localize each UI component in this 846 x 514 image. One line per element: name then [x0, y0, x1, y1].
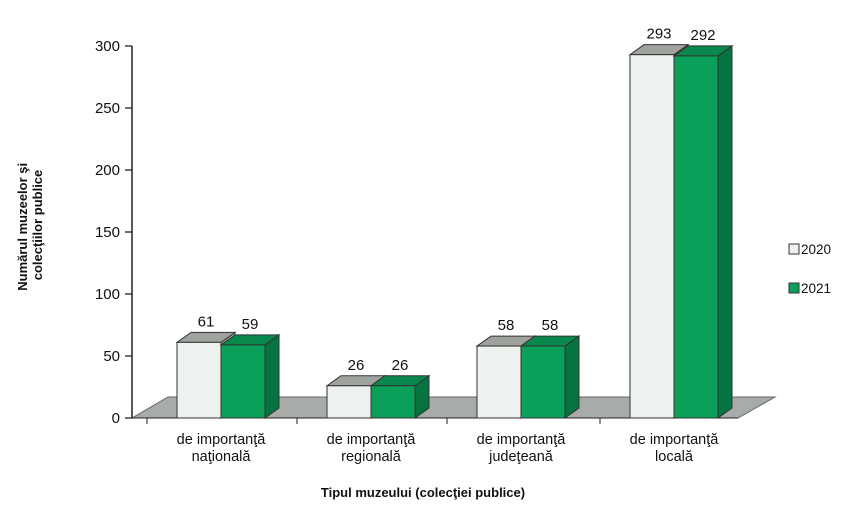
- legend-item-2020: 2020: [788, 242, 831, 257]
- y-axis-title-line-1: Numărul muzeelor şi: [15, 163, 30, 291]
- y-tick-label: 100: [95, 286, 120, 303]
- legend-label: 2021: [801, 281, 831, 296]
- data-label: 59: [242, 316, 259, 333]
- bars: 61 59 26 26 58 58 293 292: [175, 26, 734, 419]
- x-category-label: de importanţă naţională: [177, 432, 267, 465]
- bar-front: [629, 54, 675, 419]
- y-tick-label: 200: [95, 162, 120, 179]
- bar-front: [673, 55, 719, 419]
- data-label: 61: [198, 313, 215, 330]
- bar-side: [564, 335, 580, 419]
- bar-2021-0: [219, 333, 281, 419]
- y-tick-label: 150: [95, 224, 120, 241]
- data-label: 26: [392, 357, 409, 374]
- legend-swatch: [788, 243, 800, 255]
- data-label: 58: [498, 317, 515, 334]
- y-axis-title-line-2: colecţiilor publice: [30, 170, 45, 281]
- bar-side: [717, 44, 733, 419]
- x-axis-labels: de importanţă naţională de importanţă regio…: [146, 418, 720, 465]
- data-label: 58: [542, 317, 559, 334]
- x-category-label: de importanţă judeţeană: [477, 432, 567, 465]
- y-tick-label: 250: [95, 100, 120, 117]
- y-tick-label: 300: [95, 38, 120, 55]
- bar-2021-3: [672, 44, 734, 419]
- data-label: 293: [646, 26, 671, 43]
- bar-front: [476, 345, 522, 419]
- bar-2021-2: [519, 335, 581, 419]
- bar-front: [520, 345, 566, 419]
- legend-label: 2020: [801, 242, 831, 257]
- x-category-label: de importanţă regională: [327, 432, 417, 465]
- legend-swatch: [788, 282, 800, 294]
- legend: 2020 2021: [788, 242, 831, 296]
- x-axis-title: Tipul muzeului (colecţiei publice): [321, 485, 525, 500]
- bar-front: [176, 341, 222, 419]
- legend-item-2021: 2021: [788, 281, 831, 296]
- y-axis-title: Numărul muzeelor şi colecţiilor publice: [15, 159, 45, 291]
- x-category-label: de importanţă locală: [630, 432, 720, 465]
- bar-front: [326, 385, 372, 419]
- y-tick-label: 0: [112, 410, 120, 427]
- data-label: 26: [348, 357, 365, 374]
- bar-front: [370, 385, 416, 419]
- y-tick-label: 50: [103, 348, 120, 365]
- bar-2021-1: [369, 374, 431, 419]
- bar-side: [264, 333, 280, 419]
- data-label: 292: [690, 27, 715, 44]
- bar-front: [220, 344, 266, 419]
